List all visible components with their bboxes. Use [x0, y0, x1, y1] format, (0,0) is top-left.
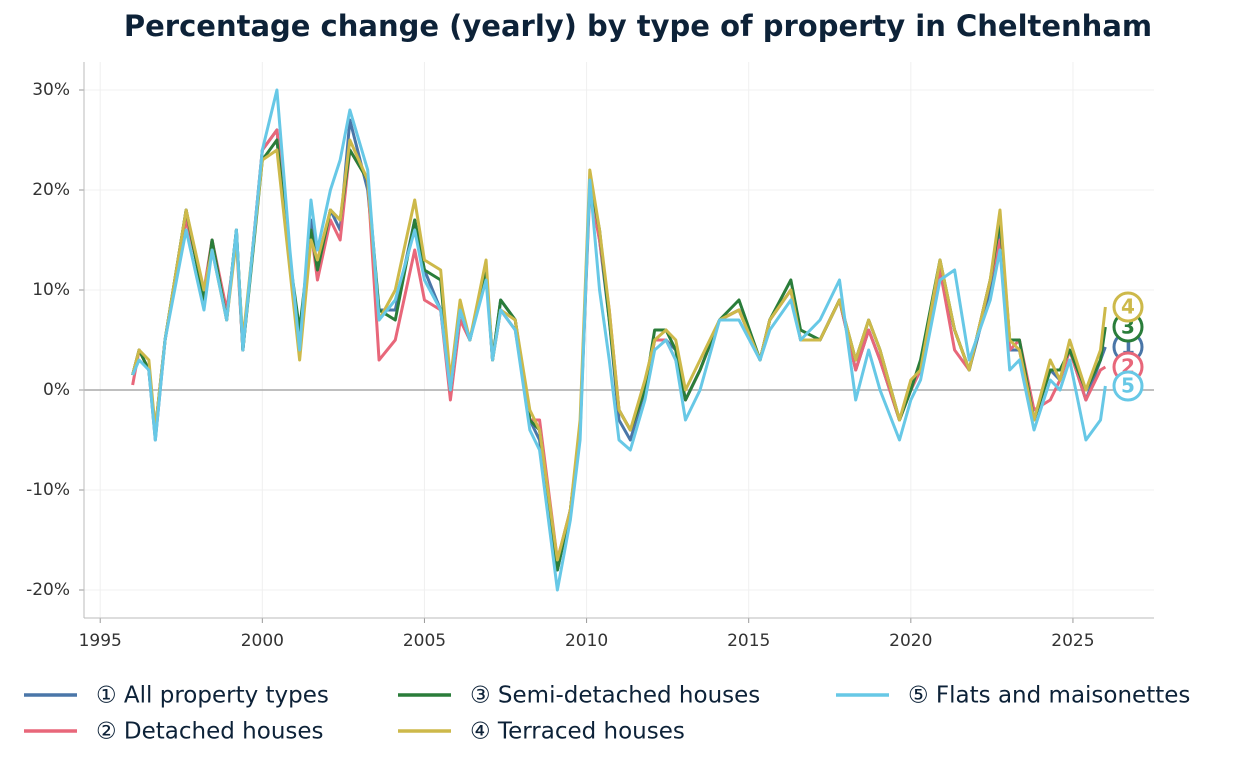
- end-marker: [1112, 291, 1144, 323]
- legend-label: ④ Terraced houses: [470, 719, 685, 745]
- series-line: [131, 88, 1107, 592]
- chart-title: Percentage change (yearly) by type of pr…: [124, 9, 1152, 43]
- y-tick-label: -10%: [26, 480, 70, 500]
- legend-label: ③ Semi-detached houses: [470, 683, 760, 709]
- y-tick-label: 20%: [32, 180, 70, 200]
- x-tick-label: 2000: [241, 631, 284, 651]
- series-line: [131, 138, 1107, 562]
- x-tick-label: 1995: [79, 631, 122, 651]
- end-marker: [1112, 370, 1144, 402]
- y-tick-label: -20%: [26, 580, 70, 600]
- legend-label: ⑤ Flats and maisonettes: [908, 683, 1190, 709]
- end-marker-label: 5: [1121, 374, 1135, 398]
- x-tick-label: 2025: [1051, 631, 1094, 651]
- y-tick-label: 0%: [43, 380, 70, 400]
- x-tick-label: 2005: [403, 631, 446, 651]
- legend-label: ① All property types: [96, 683, 329, 709]
- end-marker-label: 4: [1121, 295, 1135, 319]
- x-tick-label: 2010: [565, 631, 608, 651]
- x-tick-label: 2015: [727, 631, 770, 651]
- x-tick-label: 2020: [889, 631, 932, 651]
- legend-label: ② Detached houses: [96, 719, 324, 745]
- y-tick-label: 30%: [32, 80, 70, 100]
- y-tick-label: 10%: [32, 280, 70, 300]
